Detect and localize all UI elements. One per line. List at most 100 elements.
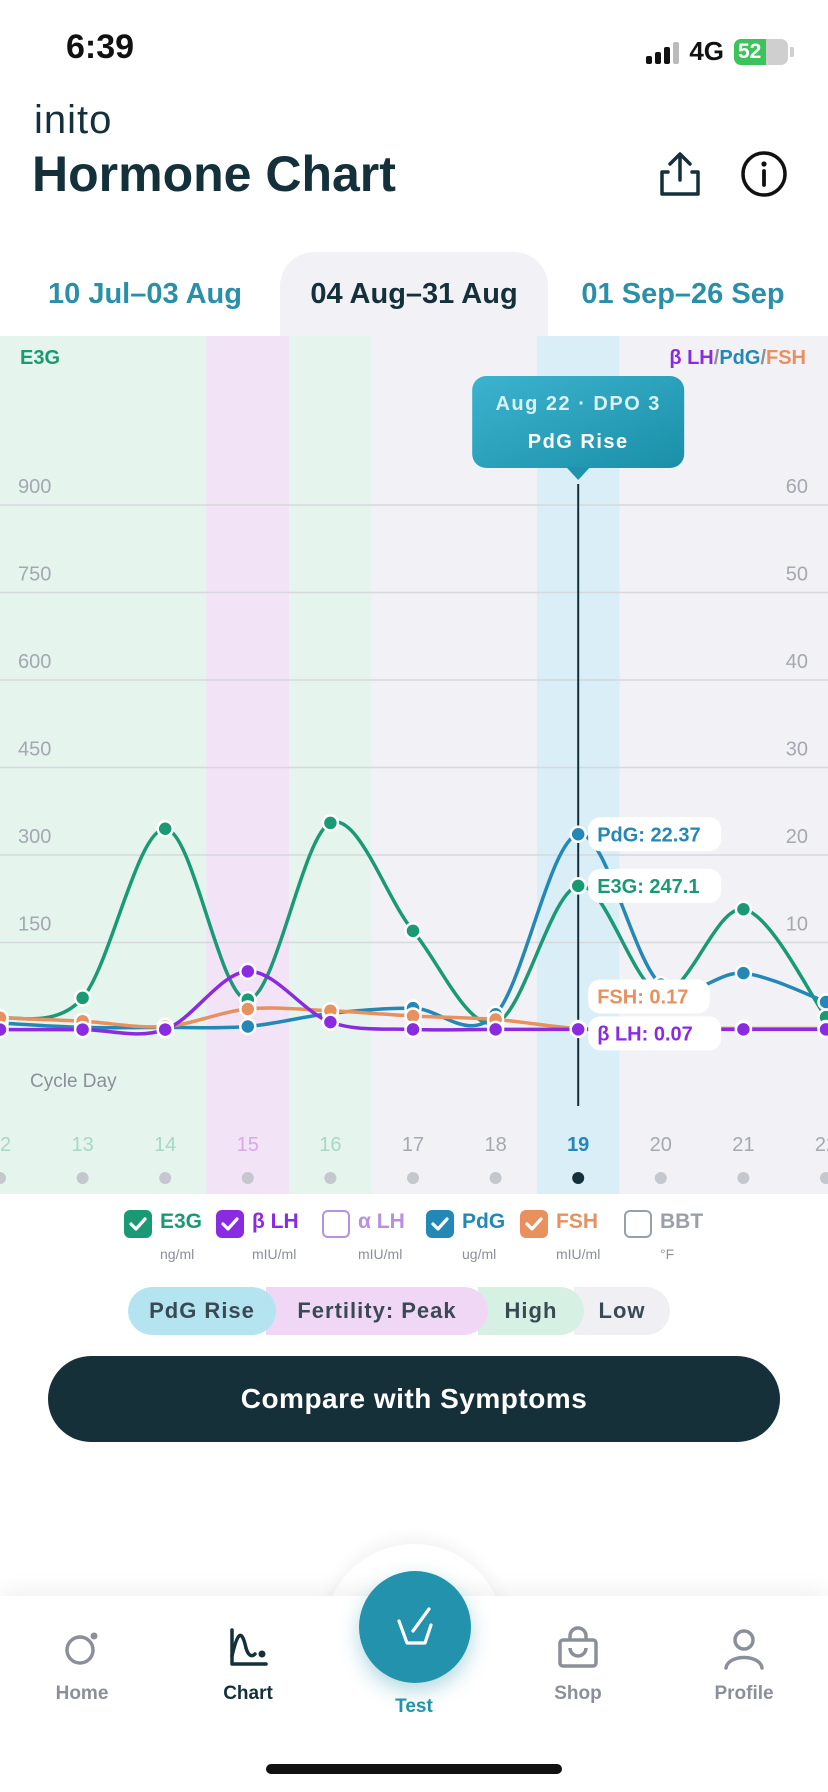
tooltip-box <box>472 376 685 468</box>
nav-test-label[interactable]: Test <box>395 1696 433 1717</box>
value-label: FSH: 0.17 <box>597 987 688 1009</box>
data-point <box>486 1020 505 1039</box>
signal-icon <box>646 40 680 64</box>
chart-icon <box>230 1628 268 1666</box>
tooltip-pointer <box>566 467 591 480</box>
data-point <box>404 1020 422 1039</box>
network-type: 4G <box>689 36 724 66</box>
data-point <box>156 1020 174 1039</box>
phase-pill-low: Low <box>574 1287 670 1335</box>
compare-with-symptoms-button[interactable]: Compare with Symptoms <box>48 1356 780 1442</box>
legend-label: α LH <box>358 1210 405 1233</box>
x-tick-label: 21 <box>732 1134 754 1156</box>
day-dot <box>489 1172 502 1184</box>
data-point <box>156 820 174 838</box>
right-tick-label: 10 <box>786 914 808 936</box>
right-tick-label: 30 <box>786 739 808 761</box>
data-point <box>734 964 753 982</box>
legend-label: FSH <box>556 1210 598 1233</box>
legend-label: E3G <box>160 1210 203 1233</box>
value-label: PdG: 22.37 <box>597 824 700 846</box>
checkbox-empty-icon <box>624 1210 652 1238</box>
phase-band <box>206 336 290 1194</box>
right-tick-label: 60 <box>786 476 808 498</box>
data-point <box>321 814 340 832</box>
nav-home[interactable]: Home <box>22 1626 142 1705</box>
checkbox-checked-icon <box>124 1210 152 1238</box>
x-tick-label: 20 <box>650 1134 672 1156</box>
left-tick-label: 150 <box>18 914 51 936</box>
nav-chart[interactable]: Chart <box>188 1626 308 1705</box>
left-tick-label: 750 <box>18 564 51 586</box>
legend-unit: mIU/ml <box>252 1246 297 1262</box>
day-dot <box>654 1172 667 1184</box>
data-point <box>734 900 753 918</box>
x-tick-label: 19 <box>567 1134 589 1156</box>
right-axis-title-part: FSH <box>766 347 806 369</box>
left-tick-label: 600 <box>18 651 51 673</box>
person-icon <box>724 1629 764 1670</box>
nav-profile-label: Profile <box>714 1683 774 1704</box>
x-tick-label: 22 <box>815 1134 828 1156</box>
value-label-bg <box>588 868 722 903</box>
hormone-chart[interactable]: 900 60 750 50 600 40 450 30 300 20 150 10 E3G β LH/Pd… <box>0 336 828 1194</box>
home-indicator <box>266 1764 562 1774</box>
data-point <box>817 993 828 1011</box>
x-axis-title: Cycle Day <box>30 1071 117 1092</box>
legend-unit: ug/ml <box>462 1246 497 1262</box>
nav-chart-label: Chart <box>223 1683 273 1704</box>
status-bar: 6:39 4G 52 <box>0 0 828 100</box>
test-strip-icon <box>397 1607 433 1645</box>
x-tick-label: 13 <box>71 1134 93 1156</box>
data-point <box>734 1020 753 1039</box>
tab-range-3[interactable]: 01 Sep–26 Sep <box>581 277 785 310</box>
phase-pill-fertility-peak: Fertility: Peak <box>266 1287 488 1335</box>
right-tick-label: 40 <box>786 651 808 673</box>
x-tick-label: 18 <box>484 1134 506 1156</box>
share-button[interactable] <box>654 148 706 200</box>
legend-unit: mIU/ml <box>556 1246 601 1262</box>
phase-band <box>0 336 207 1194</box>
data-point <box>817 1020 828 1039</box>
nav-shop[interactable]: Shop <box>518 1626 638 1705</box>
test-button[interactable] <box>359 1571 471 1683</box>
nav-profile[interactable]: Profile <box>684 1626 804 1705</box>
info-icon <box>741 151 787 197</box>
hormone-legend: E3G ng/ml β LH mIU/ml α LH mIU/ml PdG ug/ml FSH m… <box>0 1210 828 1270</box>
x-tick-label: 17 <box>402 1134 424 1156</box>
tooltip-date: Aug 22 · DPO 3 <box>495 393 660 415</box>
value-label-bg <box>588 979 710 1014</box>
data-point <box>0 1020 9 1039</box>
tooltip-phase: PdG Rise <box>528 431 629 453</box>
brand-logo: inito <box>34 98 113 142</box>
day-dot <box>241 1172 254 1184</box>
x-tick-label: 12 <box>0 1134 11 1156</box>
nav-shop-label: Shop <box>554 1683 602 1704</box>
day-dot <box>737 1172 750 1184</box>
battery-level: 52 <box>738 39 762 63</box>
battery-icon: 52 <box>734 38 788 65</box>
phase-pill-pdg-rise: PdG Rise <box>128 1287 276 1335</box>
right-axis-title-part: / <box>714 347 720 369</box>
right-axis-title-part: / <box>760 347 766 369</box>
share-icon <box>660 152 700 196</box>
data-point <box>239 1000 257 1018</box>
data-point <box>73 1020 92 1039</box>
phase-band <box>289 336 372 1194</box>
right-tick-label: 20 <box>786 826 808 848</box>
checkbox-checked-icon <box>520 1210 548 1238</box>
right-axis-title-part: β LH <box>669 347 713 369</box>
data-point <box>239 1017 257 1036</box>
x-tick-label: 14 <box>154 1134 176 1156</box>
legend-label: PdG <box>462 1210 506 1233</box>
tab-range-1[interactable]: 10 Jul–03 Aug <box>48 277 242 310</box>
tab-range-2[interactable]: 04 Aug–31 Aug <box>280 252 548 336</box>
shopping-bag-icon <box>558 1626 598 1668</box>
value-label: β LH: 0.07 <box>597 1023 693 1045</box>
data-point <box>569 877 587 895</box>
day-dot <box>407 1172 419 1184</box>
left-axis-title: E3G <box>20 347 60 369</box>
info-button[interactable] <box>738 148 790 200</box>
day-dot <box>0 1172 6 1184</box>
